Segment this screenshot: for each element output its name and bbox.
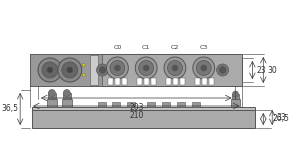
Circle shape [38, 58, 62, 82]
Bar [177, 102, 185, 107]
Bar [127, 102, 135, 107]
Circle shape [67, 67, 73, 73]
Bar [195, 78, 200, 85]
Circle shape [42, 62, 58, 78]
Bar [32, 107, 255, 110]
Circle shape [172, 65, 178, 71]
Text: 30: 30 [267, 65, 277, 75]
Bar [230, 99, 241, 107]
Circle shape [97, 64, 109, 76]
Bar [137, 78, 142, 85]
Circle shape [110, 61, 125, 75]
Bar [116, 78, 120, 85]
Bar [109, 78, 113, 85]
Circle shape [193, 57, 215, 79]
Text: 36,5: 36,5 [2, 105, 19, 113]
Bar [48, 93, 56, 99]
Bar [151, 78, 156, 85]
Bar [98, 102, 106, 107]
Bar [30, 54, 101, 86]
Circle shape [82, 73, 85, 77]
Text: C0: C0 [113, 45, 122, 50]
Circle shape [82, 63, 85, 67]
Text: C3: C3 [200, 45, 208, 50]
Circle shape [48, 89, 56, 97]
Bar [180, 78, 185, 85]
Bar [166, 78, 171, 85]
Bar [202, 78, 207, 85]
Circle shape [63, 89, 70, 97]
Bar [32, 110, 255, 128]
Circle shape [201, 65, 207, 71]
Circle shape [139, 61, 154, 75]
Circle shape [164, 57, 186, 79]
Circle shape [99, 67, 106, 73]
Circle shape [217, 64, 229, 76]
Circle shape [219, 67, 226, 73]
Circle shape [47, 67, 53, 73]
Bar [62, 99, 72, 107]
Text: 210: 210 [129, 111, 143, 120]
Text: C2: C2 [171, 45, 179, 50]
Circle shape [232, 91, 238, 97]
Text: 26,5: 26,5 [272, 115, 289, 124]
Circle shape [58, 58, 82, 82]
Bar [47, 99, 57, 107]
Text: 203: 203 [129, 103, 143, 112]
Bar [192, 102, 200, 107]
Bar [173, 78, 178, 85]
Bar [144, 78, 149, 85]
Circle shape [106, 57, 128, 79]
Bar [122, 78, 127, 85]
Circle shape [135, 57, 157, 79]
Text: 33: 33 [276, 113, 286, 122]
Bar [90, 55, 98, 85]
Circle shape [167, 61, 182, 75]
Text: 23: 23 [256, 65, 266, 75]
Bar [63, 93, 71, 99]
Circle shape [62, 62, 78, 78]
Bar [209, 78, 214, 85]
Text: C1: C1 [142, 45, 150, 50]
Circle shape [196, 61, 211, 75]
Circle shape [114, 65, 120, 71]
Bar [147, 102, 155, 107]
Bar [162, 102, 170, 107]
Bar [112, 102, 120, 107]
Bar [232, 94, 239, 99]
Bar [30, 54, 242, 86]
Circle shape [143, 65, 149, 71]
